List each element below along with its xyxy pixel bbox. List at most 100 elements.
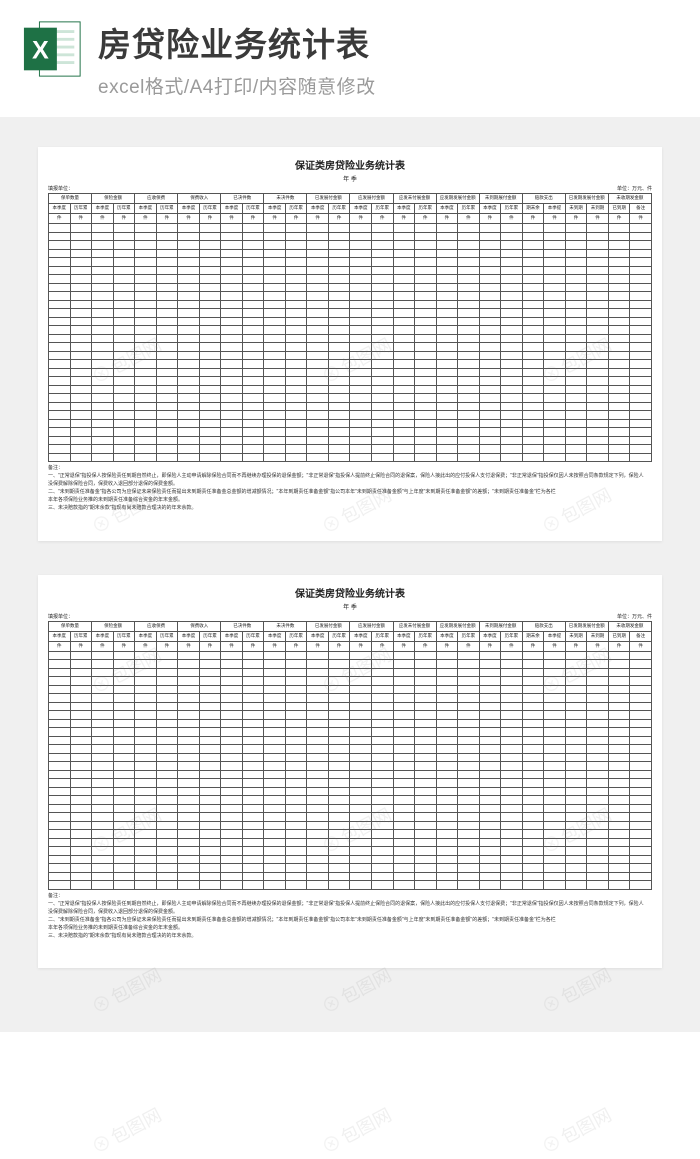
col-unit: 件 (307, 641, 329, 651)
table-row (49, 881, 652, 890)
sheet-period: 年 季 (48, 602, 652, 611)
col-unit: 件 (522, 214, 544, 224)
table-row (49, 428, 652, 437)
col-unit: 件 (436, 214, 458, 224)
col-group: 保费收入 (178, 194, 221, 204)
table-row (49, 685, 652, 694)
col-sub: 本季度 (350, 631, 372, 641)
sheet-preview-1: 保证类房贷险业务统计表 年 季 填报单位： 单位：万元、件 保单数量保险金额应收… (38, 147, 662, 541)
col-unit: 件 (544, 641, 566, 651)
col-unit: 件 (264, 214, 286, 224)
col-unit: 件 (199, 214, 221, 224)
col-unit: 件 (221, 214, 243, 224)
col-unit: 件 (135, 641, 157, 651)
col-unit: 件 (608, 641, 630, 651)
note-line: 一、"正常退保"指投保人按保险责任到期自然终止，即保险人主动申请解除保险合同而不… (48, 901, 652, 908)
col-sub: 历年累 (328, 204, 350, 214)
table-row (49, 719, 652, 728)
col-unit: 件 (393, 641, 415, 651)
col-group: 应发未付展金额 (393, 621, 436, 631)
col-unit: 件 (156, 641, 178, 651)
table-row (49, 711, 652, 720)
col-unit: 件 (565, 641, 587, 651)
table-row (49, 394, 652, 403)
col-group: 未决件数 (264, 194, 307, 204)
table-row (49, 796, 652, 805)
sheet-title: 保证类房贷险业务统计表 (48, 157, 652, 172)
col-unit: 件 (92, 214, 114, 224)
table-row (49, 770, 652, 779)
col-unit: 件 (49, 214, 71, 224)
table-row (49, 377, 652, 386)
col-unit: 件 (178, 214, 200, 224)
col-sub: 本季度 (49, 204, 71, 214)
col-group: 未收期发金额 (608, 621, 651, 631)
col-unit: 件 (199, 641, 221, 651)
col-unit: 件 (328, 214, 350, 224)
table-row (49, 360, 652, 369)
table-row (49, 343, 652, 352)
col-unit: 件 (285, 214, 307, 224)
col-sub: 本季度 (221, 204, 243, 214)
col-unit: 件 (630, 641, 652, 651)
table-row (49, 249, 652, 258)
col-group: 已决件数 (221, 194, 264, 204)
table-row (49, 453, 652, 462)
sheet-notes: 备注： 一、"正常退保"指投保人按保险责任到期自然终止，即保险人主动申请解除保险… (48, 893, 652, 941)
col-group: 已发展付金额 (307, 621, 350, 631)
col-group: 保险金额 (92, 621, 135, 631)
col-group: 应发期发展付金额 (436, 621, 479, 631)
table-row (49, 813, 652, 822)
col-unit: 件 (113, 214, 135, 224)
table-row (49, 292, 652, 301)
col-sub: 历年累 (156, 631, 178, 641)
note-line: 没保费解除保险合同，保费收入退回部分退保的保费金额。 (48, 909, 652, 916)
col-sub: 历年累 (371, 204, 393, 214)
table-row (49, 402, 652, 411)
table-row (49, 300, 652, 309)
col-sub: 未到期 (565, 631, 587, 641)
col-sub: 历年累 (156, 204, 178, 214)
table-row (49, 232, 652, 241)
stats-table: 保单数量保险金额应收保费保费收入已决件数未决件数已发展付金额应发展付金额应发未付… (48, 621, 652, 890)
col-sub: 本季度 (393, 204, 415, 214)
table-row (49, 821, 652, 830)
table-row (49, 309, 652, 318)
col-unit: 件 (328, 641, 350, 651)
table-row (49, 275, 652, 284)
col-group: 赔款支出 (522, 194, 565, 204)
table-row (49, 668, 652, 677)
col-sub: 本季度 (479, 204, 501, 214)
table-row (49, 847, 652, 856)
page-title: 房贷险业务统计表 (98, 18, 700, 66)
col-sub: 历年累 (199, 631, 221, 641)
table-row (49, 368, 652, 377)
table-row (49, 753, 652, 762)
col-group: 应发未付展金额 (393, 194, 436, 204)
table-row (49, 694, 652, 703)
table-row (49, 317, 652, 326)
col-sub: 本季度 (135, 631, 157, 641)
table-row (49, 838, 652, 847)
col-sub: 备注 (630, 204, 652, 214)
table-row (49, 224, 652, 233)
col-group: 未到期展付金额 (479, 621, 522, 631)
col-sub: 历年累 (328, 631, 350, 641)
table-row (49, 728, 652, 737)
col-group: 保单数量 (49, 194, 92, 204)
table-row (49, 351, 652, 360)
table-row (49, 385, 652, 394)
col-unit: 件 (544, 214, 566, 224)
col-unit: 件 (156, 214, 178, 224)
table-row (49, 266, 652, 275)
watermark: 包图网 (538, 961, 616, 1019)
note-line: 本年各项保险业务推的未到期责任准备综合资金的年末金额。 (48, 925, 652, 932)
col-sub: 本季度 (264, 204, 286, 214)
col-sub: 本季度 (178, 204, 200, 214)
table-row (49, 241, 652, 250)
sheet-preview-2: 保证类房贷险业务统计表 年 季 填报单位： 单位：万元、件 保单数量保险金额应收… (38, 575, 662, 969)
table-head: 保单数量保险金额应收保费保费收入已决件数未决件数已发展付金额应发展付金额应发未付… (49, 621, 652, 651)
col-group: 已发展付金额 (307, 194, 350, 204)
col-sub: 本季度 (479, 631, 501, 641)
excel-file-icon: X (22, 18, 84, 80)
